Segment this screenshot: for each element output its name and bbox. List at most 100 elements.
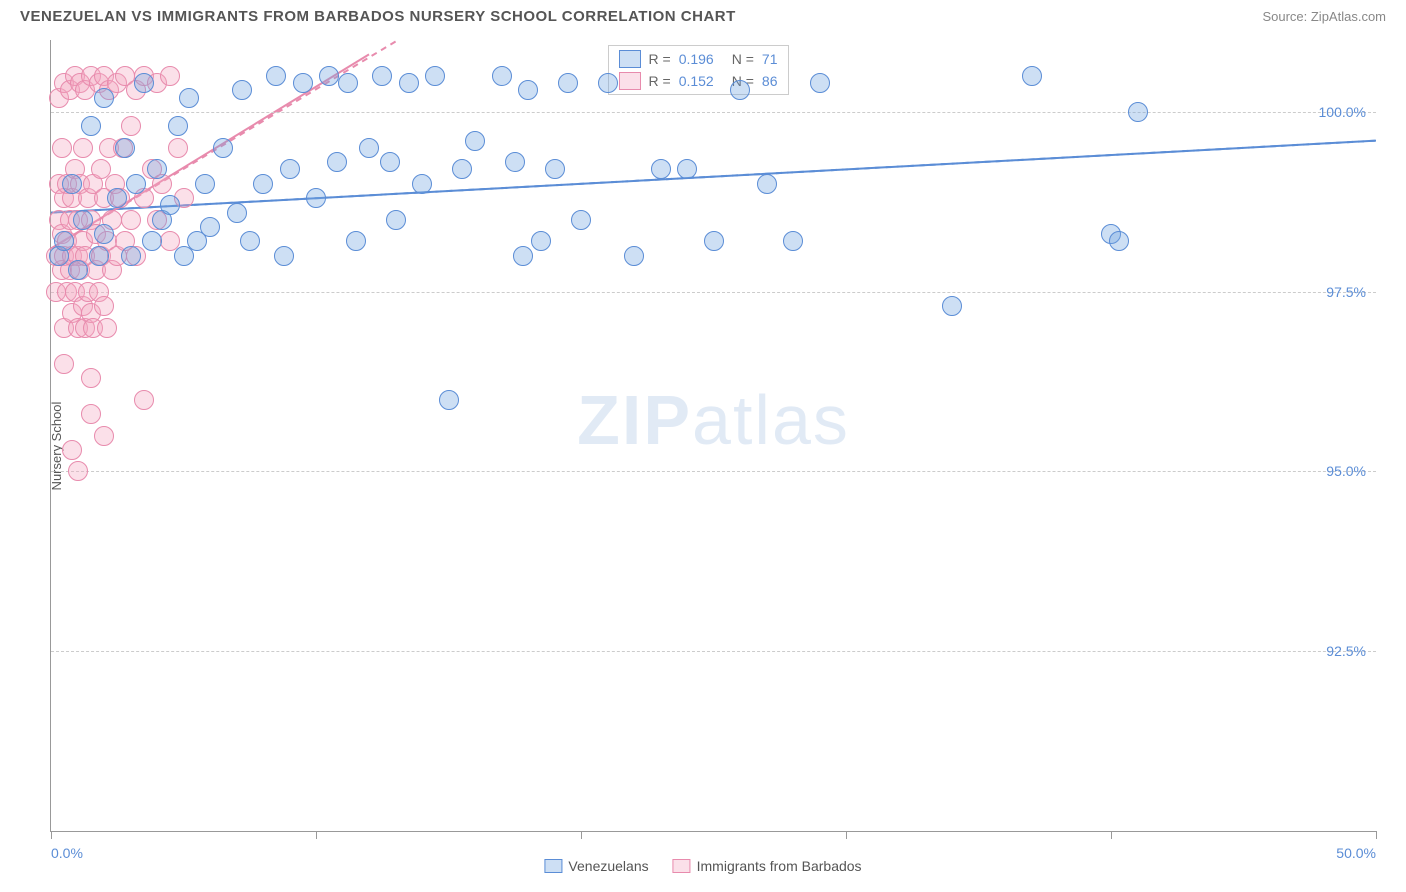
data-point <box>505 152 525 172</box>
ytick-label: 92.5% <box>1326 643 1366 659</box>
data-point <box>306 188 326 208</box>
data-point <box>68 260 88 280</box>
data-point <box>168 116 188 136</box>
data-point <box>704 231 724 251</box>
ytick-label: 100.0% <box>1319 104 1366 120</box>
data-point <box>425 66 445 86</box>
trend-line <box>51 141 1376 213</box>
data-point <box>545 159 565 179</box>
data-point <box>240 231 260 251</box>
data-point <box>399 73 419 93</box>
data-point <box>810 73 830 93</box>
ytick-label: 95.0% <box>1326 463 1366 479</box>
data-point <box>338 73 358 93</box>
legend-item: Venezuelans <box>544 858 648 874</box>
watermark: ZIPatlas <box>577 380 850 460</box>
data-point <box>213 138 233 158</box>
data-point <box>73 138 93 158</box>
data-point <box>126 174 146 194</box>
xtick <box>316 831 317 839</box>
data-point <box>73 210 93 230</box>
xtick <box>581 831 582 839</box>
ytick-label: 97.5% <box>1326 284 1366 300</box>
chart-source: Source: ZipAtlas.com <box>1262 9 1386 24</box>
n-value-0: 71 <box>762 51 778 67</box>
trend-lines-layer <box>51 40 1376 831</box>
data-point <box>168 138 188 158</box>
legend-item: Immigrants from Barbados <box>673 858 862 874</box>
data-point <box>160 195 180 215</box>
data-point <box>1109 231 1129 251</box>
data-point <box>452 159 472 179</box>
data-point <box>942 296 962 316</box>
data-point <box>94 224 114 244</box>
gridline <box>51 112 1376 113</box>
data-point <box>598 73 618 93</box>
data-point <box>54 231 74 251</box>
r-value-0: 0.196 <box>679 51 714 67</box>
data-point <box>121 210 141 230</box>
data-point <box>266 66 286 86</box>
legend-swatch <box>673 859 691 873</box>
data-point <box>571 210 591 230</box>
data-point <box>179 88 199 108</box>
swatch-venezuelans <box>619 50 641 68</box>
data-point <box>372 66 392 86</box>
data-point <box>465 131 485 151</box>
data-point <box>68 461 88 481</box>
data-point <box>160 66 180 86</box>
legend-swatch <box>544 859 562 873</box>
data-point <box>147 159 167 179</box>
data-point <box>94 88 114 108</box>
xtick <box>1376 831 1377 839</box>
data-point <box>293 73 313 93</box>
data-point <box>81 116 101 136</box>
data-point <box>386 210 406 230</box>
data-point <box>134 73 154 93</box>
data-point <box>319 66 339 86</box>
legend-label: Venezuelans <box>568 858 648 874</box>
data-point <box>531 231 551 251</box>
data-point <box>89 246 109 266</box>
gridline <box>51 651 1376 652</box>
stats-legend: R = 0.196 N = 71 R = 0.152 N = 86 <box>608 45 789 95</box>
data-point <box>97 318 117 338</box>
data-point <box>62 174 82 194</box>
xtick <box>846 831 847 839</box>
swatch-barbados <box>619 72 641 90</box>
n-label: N = <box>732 51 754 67</box>
xtick-label: 0.0% <box>51 845 83 861</box>
r-label: R = <box>649 51 671 67</box>
data-point <box>280 159 300 179</box>
r-label: R = <box>649 73 671 89</box>
gridline <box>51 471 1376 472</box>
data-point <box>115 138 135 158</box>
data-point <box>274 246 294 266</box>
data-point <box>651 159 671 179</box>
data-point <box>757 174 777 194</box>
data-point <box>253 174 273 194</box>
legend-label: Immigrants from Barbados <box>697 858 862 874</box>
r-value-1: 0.152 <box>679 73 714 89</box>
xtick-label: 50.0% <box>1336 845 1376 861</box>
data-point <box>513 246 533 266</box>
n-value-1: 86 <box>762 73 778 89</box>
data-point <box>121 116 141 136</box>
data-point <box>359 138 379 158</box>
trend-line <box>51 141 1376 213</box>
data-point <box>142 231 162 251</box>
data-point <box>412 174 432 194</box>
data-point <box>94 426 114 446</box>
data-point <box>380 152 400 172</box>
data-point <box>492 66 512 86</box>
stats-row-barbados: R = 0.152 N = 86 <box>609 70 788 92</box>
data-point <box>121 246 141 266</box>
data-point <box>1022 66 1042 86</box>
gridline <box>51 292 1376 293</box>
stats-row-venezuelans: R = 0.196 N = 71 <box>609 48 788 70</box>
data-point <box>134 390 154 410</box>
data-point <box>518 80 538 100</box>
data-point <box>227 203 247 223</box>
data-point <box>52 138 72 158</box>
data-point <box>1128 102 1148 122</box>
